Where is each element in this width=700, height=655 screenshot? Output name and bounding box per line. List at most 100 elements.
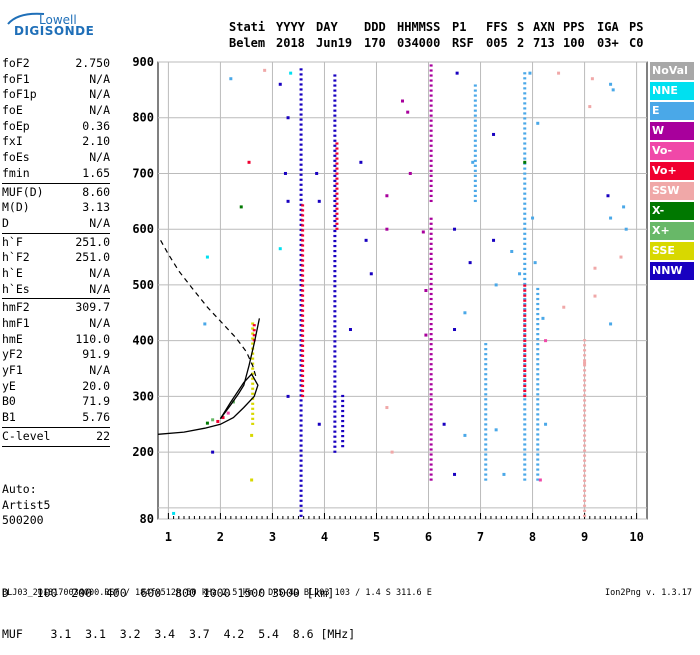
echo-trace-mark [523, 137, 527, 140]
echo-trace-mark [429, 453, 433, 456]
echo-trace-mark [583, 399, 587, 402]
echo-trace-mark [523, 304, 527, 307]
echo-trace-mark [429, 398, 433, 401]
echo-point [609, 322, 613, 326]
echo-trace-mark [484, 463, 488, 466]
param-row: C-level 22 [2, 429, 110, 445]
echo-point [315, 171, 319, 175]
echo-trace-mark [429, 114, 433, 117]
echo-trace-mark [299, 198, 303, 201]
param-value: N/A [89, 265, 110, 280]
echo-trace-mark [473, 129, 477, 132]
echo-trace-mark [333, 445, 337, 448]
param-row: h`Es N/A [2, 282, 110, 298]
echo-trace-mark [252, 324, 256, 327]
echo-trace-mark [523, 428, 527, 431]
echo-trace-mark [429, 159, 433, 162]
param-value: N/A [89, 215, 110, 230]
echo-trace-mark [523, 354, 527, 357]
echo-trace-mark [299, 193, 303, 196]
echo-trace-mark [251, 322, 255, 325]
echo-point [593, 294, 597, 298]
echo-trace-mark [523, 344, 527, 347]
echo-trace-mark [333, 365, 337, 368]
param-value: 2.10 [82, 134, 110, 149]
echo-trace-mark [523, 309, 527, 312]
echo-point [286, 394, 290, 398]
echo-trace-mark [429, 164, 433, 167]
echo-trace-mark [429, 189, 433, 192]
echo-trace-mark [523, 147, 527, 150]
param-name: fxI [2, 134, 23, 149]
echo-trace-mark [299, 113, 303, 116]
echo-trace-mark [429, 403, 433, 406]
header-value-11: C0 [629, 36, 644, 50]
echo-trace-mark [484, 443, 488, 446]
param-row: fmin 1.65 [2, 166, 110, 182]
header-value-10: 03+ [597, 36, 619, 50]
echo-trace-mark [583, 394, 587, 397]
echo-trace-mark [484, 468, 488, 471]
echo-trace-mark [583, 414, 587, 417]
echo-trace-mark [523, 87, 527, 90]
echo-trace-mark [429, 292, 433, 296]
x-tick-label: 3 [269, 530, 276, 544]
echo-trace-mark [583, 409, 587, 412]
echo-trace-mark [536, 358, 540, 361]
echo-trace-mark [523, 388, 527, 391]
echo-trace-mark [333, 315, 337, 318]
echo-trace-mark [251, 402, 255, 405]
echo-point [622, 205, 626, 209]
echo-trace-mark [251, 372, 255, 375]
echo-point [624, 227, 628, 231]
echo-trace-mark [301, 319, 305, 322]
plot-frame [157, 61, 648, 520]
echo-trace-mark [523, 398, 527, 401]
echo-trace-mark [429, 232, 433, 235]
echo-trace-mark [523, 328, 527, 331]
echo-trace-mark [484, 408, 488, 411]
echo-point [606, 194, 610, 198]
echo-trace-mark [523, 72, 527, 75]
echo-trace-mark [536, 473, 540, 476]
echo-trace-mark [333, 124, 337, 127]
echo-trace-mark [341, 399, 345, 403]
echo-trace-mark [301, 354, 305, 357]
echo-trace-mark [523, 207, 527, 210]
legend-entry-x: X+ [650, 222, 694, 240]
x-tick-label: 5 [373, 530, 380, 544]
echo-trace-mark [429, 99, 433, 102]
echo-trace-mark [299, 329, 303, 332]
echo-trace-mark [536, 333, 540, 336]
y-tick-label: 80 [140, 512, 154, 526]
echo-trace-mark [473, 184, 477, 187]
echo-trace-mark [251, 377, 255, 380]
echo-trace-mark [301, 204, 305, 207]
y-tick-label: 600 [132, 222, 154, 236]
echo-trace-mark [473, 139, 477, 142]
echo-trace-mark [299, 233, 303, 237]
echo-trace-mark [299, 283, 303, 287]
echo-trace-mark [523, 294, 527, 297]
echo-point [453, 328, 457, 332]
echo-point [348, 328, 352, 332]
echo-trace-mark [473, 99, 477, 102]
param-row: fxI 2.10 [2, 134, 110, 150]
param-value: 251.0 [75, 250, 110, 265]
header-value-7: 2 [517, 36, 525, 50]
param-separator [2, 232, 110, 234]
echo-trace-mark [484, 398, 488, 401]
param-name: yF1 [2, 363, 23, 378]
echo-point [385, 227, 389, 231]
echo-trace-mark [523, 403, 527, 406]
echo-trace-mark [299, 424, 303, 427]
echo-point [283, 171, 287, 175]
echo-trace-mark [333, 415, 337, 418]
echo-trace-mark [299, 294, 303, 297]
echo-trace-mark [333, 184, 337, 187]
echo-trace-mark [299, 309, 303, 312]
echo-trace-mark [333, 420, 337, 423]
echo-trace-mark [536, 307, 540, 311]
echo-trace-mark [429, 333, 433, 336]
echo-trace-mark [523, 438, 527, 441]
